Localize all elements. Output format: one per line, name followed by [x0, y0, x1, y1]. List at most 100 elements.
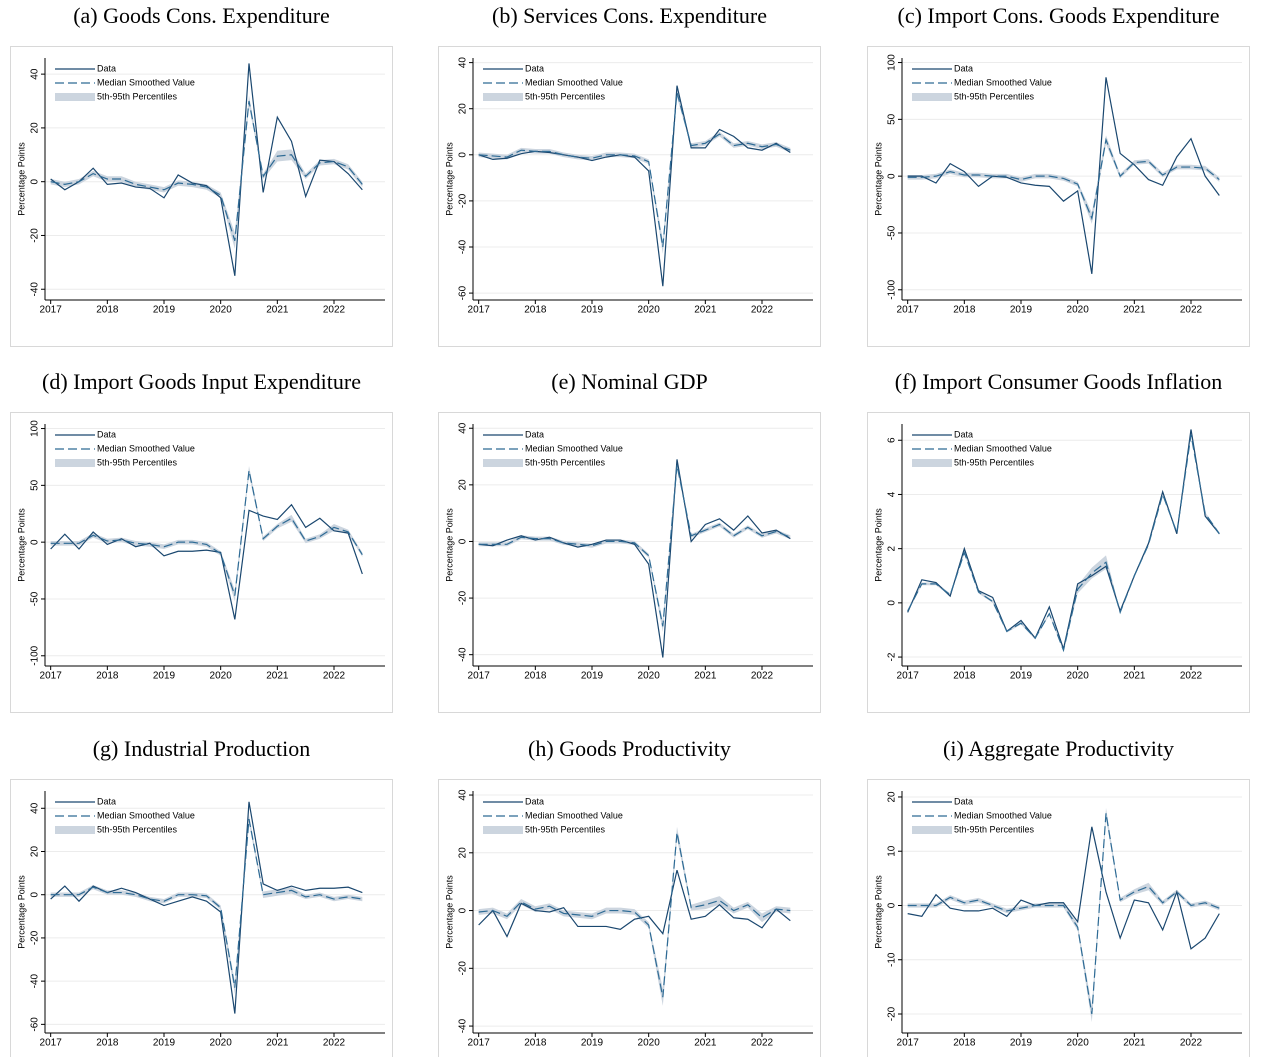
legend-swatch	[912, 459, 952, 467]
y-tick-label: -2	[887, 652, 898, 661]
x-tick-label: 2018	[524, 671, 547, 682]
panel-title: (b) Services Cons. Expenditure	[492, 3, 767, 28]
panel: (f) Import Consumer Goods Inflation -2 0 2 4…	[867, 369, 1250, 713]
percentile-band	[478, 87, 791, 254]
legend-label: 5th-95th Percentiles	[97, 91, 178, 101]
series-line	[478, 869, 791, 938]
x-tick-label: 2022	[323, 1038, 346, 1049]
plot-frame	[867, 779, 1250, 1057]
legend-swatch	[912, 826, 952, 834]
panel: (h) Goods Productivity -40 -20 0 20 40 Percent…	[438, 736, 821, 1057]
panel-title: (g) Industrial Production	[93, 736, 311, 761]
y-tick-label: 0	[887, 902, 898, 908]
panel-title: (f) Import Consumer Goods Inflation	[895, 369, 1223, 394]
legend-label: Median Smoothed Value	[97, 77, 195, 87]
y-tick-label: 2	[887, 545, 898, 551]
y-axis-label: Percentage Points	[873, 142, 883, 216]
legend-label: 5th-95th Percentiles	[525, 91, 606, 101]
legend-label: Data	[525, 429, 544, 439]
x-tick-label: 2019	[581, 671, 604, 682]
series-line	[907, 826, 1220, 950]
x-tick-label: 2017	[897, 671, 920, 682]
y-tick-label: 0	[458, 907, 469, 913]
panel-title: (d) Import Goods Input Expenditure	[42, 369, 361, 394]
y-tick-label: -60	[458, 285, 469, 300]
x-tick-label: 2019	[581, 305, 604, 316]
x-tick-label: 2022	[323, 305, 346, 316]
percentile-band	[478, 826, 791, 1006]
series-line	[478, 832, 791, 998]
panel: (b) Services Cons. Expenditure -60 -40 -20 0…	[438, 3, 821, 347]
panel: (c) Import Cons. Goods Expenditure -100 -5…	[867, 3, 1250, 347]
x-tick-label: 2018	[96, 305, 119, 316]
series-line	[907, 77, 1220, 274]
x-tick-label: 2022	[1180, 305, 1203, 316]
y-tick-label: 100	[30, 420, 41, 437]
legend-swatch	[55, 93, 95, 101]
legend-label: Data	[97, 63, 116, 73]
legend-label: Data	[525, 796, 544, 806]
y-axis-label: Percentage Points	[444, 508, 454, 582]
y-tick-label: 0	[458, 152, 469, 158]
legend-label: Data	[954, 796, 973, 806]
y-tick-label: -20	[30, 930, 41, 945]
x-tick-label: 2020	[210, 671, 233, 682]
y-tick-label: 10	[887, 845, 898, 857]
y-tick-label: 20	[458, 847, 469, 859]
x-tick-label: 2018	[524, 305, 547, 316]
plot-frame	[867, 412, 1250, 713]
x-tick-label: 2022	[751, 305, 774, 316]
legend-label: 5th-95th Percentiles	[97, 824, 178, 834]
legend-label: Median Smoothed Value	[525, 443, 623, 453]
x-tick-label: 2019	[153, 1038, 176, 1049]
x-tick-label: 2021	[266, 671, 289, 682]
x-tick-label: 2021	[266, 1038, 289, 1049]
y-tick-label: -40	[458, 239, 469, 254]
y-tick-label: 0	[30, 178, 41, 184]
percentile-band	[478, 460, 791, 633]
x-tick-label: 2020	[210, 1038, 233, 1049]
x-tick-label: 2021	[266, 305, 289, 316]
legend-label: Data	[525, 63, 544, 73]
x-tick-label: 2019	[1010, 1038, 1033, 1049]
series-line	[50, 100, 363, 242]
x-tick-label: 2019	[1010, 671, 1033, 682]
y-tick-label: -50	[30, 591, 41, 606]
x-tick-label: 2022	[1180, 1038, 1203, 1049]
series-line	[907, 813, 1220, 1015]
x-tick-label: 2020	[1067, 671, 1090, 682]
x-tick-label: 2018	[953, 305, 976, 316]
x-tick-label: 2018	[953, 671, 976, 682]
percentile-band	[50, 466, 363, 602]
y-tick-label: -100	[887, 279, 898, 299]
y-tick-label: 20	[30, 846, 41, 858]
y-tick-label: -10	[887, 952, 898, 967]
percentile-band	[907, 807, 1220, 1023]
legend-swatch	[55, 826, 95, 834]
series-line	[50, 470, 363, 596]
series-line	[478, 464, 791, 627]
x-tick-label: 2017	[40, 671, 63, 682]
legend-label: Data	[97, 796, 116, 806]
legend-label: 5th-95th Percentiles	[954, 824, 1035, 834]
y-tick-label: -20	[458, 590, 469, 605]
panel: (a) Goods Cons. Expenditure -40 -20 0 20 40 Pe…	[10, 3, 393, 347]
panel: (e) Nominal GDP -40 -20 0 20 40 Percentage Poi…	[438, 369, 821, 713]
y-tick-label: 6	[887, 437, 898, 443]
x-tick-label: 2017	[468, 671, 491, 682]
y-tick-label: 50	[887, 113, 898, 125]
panel-title: (h) Goods Productivity	[528, 736, 731, 761]
legend-label: Median Smoothed Value	[97, 810, 195, 820]
legend-label: Data	[97, 429, 116, 439]
y-tick-label: -20	[458, 193, 469, 208]
legend-swatch	[483, 459, 523, 467]
x-tick-label: 2019	[1010, 305, 1033, 316]
y-tick-label: 4	[887, 491, 898, 497]
panel-title: (c) Import Cons. Goods Expenditure	[898, 3, 1220, 28]
legend-label: Median Smoothed Value	[97, 443, 195, 453]
y-tick-label: -40	[458, 1018, 469, 1033]
plot-frame	[10, 779, 393, 1057]
y-tick-label: 40	[458, 422, 469, 434]
series-line	[478, 92, 791, 248]
x-tick-label: 2018	[96, 671, 119, 682]
